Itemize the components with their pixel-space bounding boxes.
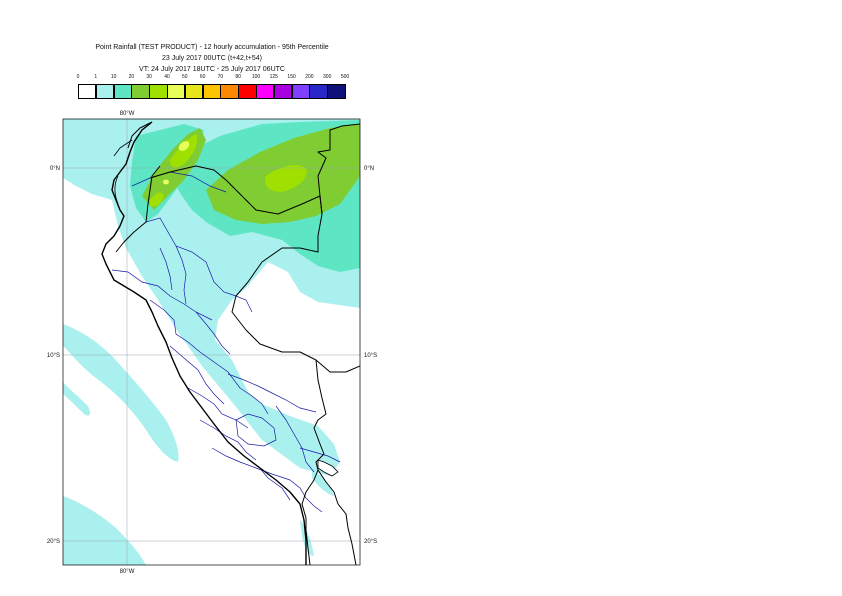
regional-borders [111,171,341,513]
lon-label-top: 80°W [120,111,135,117]
lake-titicaca [317,459,339,477]
legend-tick-label: 10 [110,74,117,80]
legend-tick-label: 0 [76,74,80,80]
legend-tick-label: 300 [323,74,332,80]
legend-tick-label: 125 [269,74,278,80]
lat-label-left-20s: 20°S [47,539,60,545]
legend-tick-label: 100 [251,74,261,80]
coastline [101,121,307,565]
rainfall-legend: 0 1 10 20 30 40 50 60 70 80 100 125 150 200 300 500 [62,72,362,106]
lat-label-left-10s: 10°S [47,353,60,359]
legend-tick-label: 30 [146,74,152,80]
lat-label-left-0: 0°N [50,166,60,172]
map-frame [62,118,361,566]
map-run-time: 23 July 2017 00UTC (t+42,t+54) [161,55,262,62]
lon-label-bottom: 80°W [120,569,135,575]
map-title: Point Rainfall (TEST PRODUCT) - 12 hourl… [95,44,329,51]
national-borders [115,121,360,565]
map-valid-time: VT: 24 July 2017 18UTC - 25 July 2017 06… [139,66,285,73]
legend-tick-label: 20 [128,74,135,80]
graticule [63,119,360,565]
legend-tick-label: 40 [164,74,170,80]
legend-tick-label: 50 [182,74,188,80]
legend-tick-label: 200 [305,74,314,80]
legend-swatch [327,84,346,99]
legend-tick-label: 150 [287,74,296,80]
lat-label-right-10s: 10°S [364,353,377,359]
lat-label-right-0: 0°N [364,166,374,172]
legend-tick-label: 500 [340,74,350,80]
legend-tick-label: 60 [199,74,206,80]
legend-tick-label: 70 [217,74,224,80]
legend-tick-label: 1 [94,74,98,80]
legend-tick-label: 80 [235,74,241,80]
lat-label-right-20s: 20°S [364,539,377,545]
